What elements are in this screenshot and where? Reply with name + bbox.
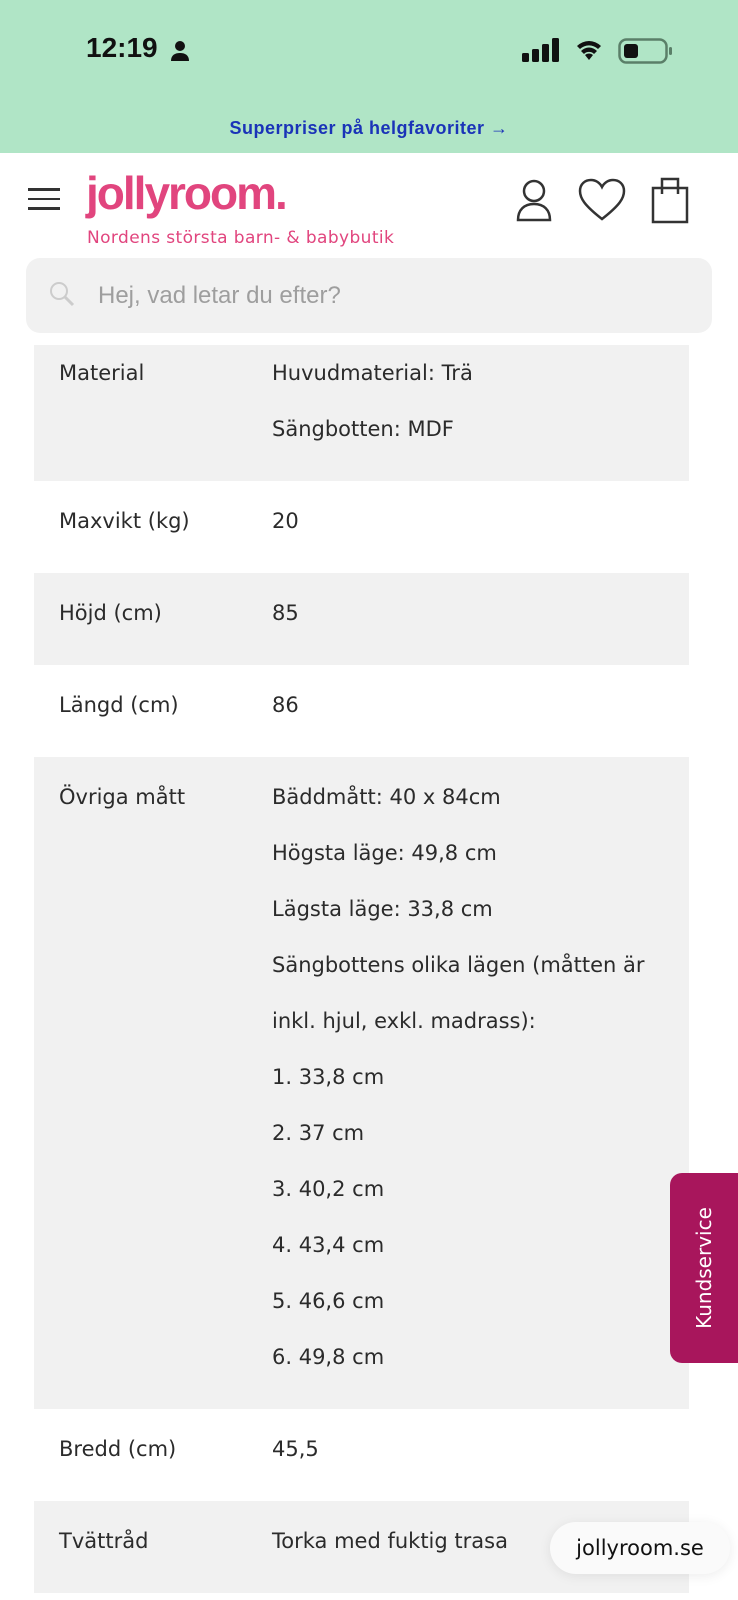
clock: 12:19 (86, 32, 158, 63)
search-bar[interactable] (26, 258, 712, 333)
spec-label: Bredd (cm) (59, 1437, 177, 1461)
spec-value-line: 85 (272, 601, 299, 625)
spec-value-line: 2. 37 cm (272, 1121, 365, 1145)
spec-label: Höjd (cm) (59, 601, 162, 625)
person-icon (171, 41, 189, 61)
spec-value-line: 20 (272, 509, 299, 533)
spec-label: Maxvikt (kg) (59, 509, 190, 533)
logo[interactable]: jollyroom. (86, 167, 288, 219)
customer-service-label: Kundservice (692, 1207, 716, 1329)
spec-value: Huvudmaterial: Trä Sängbotten: MDF (272, 345, 689, 457)
spec-value-line: Torka med fuktig trasa (272, 1529, 508, 1553)
spec-value: Torka med fuktig trasa (272, 1513, 689, 1569)
spec-label: Övriga mått (59, 785, 186, 809)
search-input[interactable] (98, 276, 678, 316)
spec-value-line: 45,5 (272, 1437, 319, 1461)
spec-value: 85 (272, 585, 689, 641)
spec-row: Övriga mått Bäddmått: 40 x 84cm Högsta läg… (34, 757, 689, 1409)
battery-icon (618, 38, 672, 64)
spec-label: Material (59, 361, 145, 385)
spec-value: 20 (272, 493, 689, 549)
promo-banner-link[interactable]: Superpriser på helgfavoriter → (229, 118, 509, 138)
spec-value: Bäddmått: 40 x 84cm Högsta läge: 49,8 cm L… (272, 769, 689, 1385)
spec-value-line: 3. 40,2 cm (272, 1177, 385, 1201)
browser-url-bar[interactable]: jollyroom.se (550, 1522, 730, 1574)
search-icon (50, 282, 75, 307)
account-icon[interactable] (515, 178, 553, 222)
spec-value-line: Sängbotten: MDF (272, 417, 454, 441)
spec-row: Maxvikt (kg) 20 (34, 481, 689, 573)
spec-row: Material Huvudmaterial: Trä Sängbotten: MD… (34, 345, 689, 481)
spec-value-line: Huvudmaterial: Trä (272, 361, 473, 385)
status-bar: 12:19 Superpriser på helgfavoriter → (0, 0, 738, 153)
spec-value-line: Bäddmått: 40 x 84cm (272, 785, 501, 809)
menu-icon[interactable] (28, 188, 60, 210)
tagline: Nordens största barn- & babybutik (87, 228, 395, 248)
spec-value-line: Lägsta läge: 33,8 cm (272, 897, 493, 921)
signal-icon (522, 38, 559, 62)
spec-table: Material Huvudmaterial: Trä Sängbotten: MD… (34, 345, 689, 1593)
spec-value-line: 5. 46,6 cm (272, 1289, 385, 1313)
spec-value: 45,5 (272, 1421, 689, 1477)
spec-value-line: Högsta läge: 49,8 cm (272, 841, 497, 865)
spec-value-line: Sängbottens olika lägen (måtten är inkl.… (272, 953, 645, 1033)
heart-icon[interactable] (578, 178, 626, 222)
spec-row: Längd (cm) 86 (34, 665, 689, 757)
spec-value: 86 (272, 677, 689, 733)
customer-service-button[interactable]: Kundservice (670, 1173, 738, 1363)
spec-value-line: 86 (272, 693, 299, 717)
shopping-bag-icon[interactable] (650, 176, 690, 224)
spec-value-line: 6. 49,8 cm (272, 1345, 385, 1369)
spec-row: Tvättråd Torka med fuktig trasa (34, 1501, 689, 1593)
spec-row: Höjd (cm) 85 (34, 573, 689, 665)
spec-value-line: 1. 33,8 cm (272, 1065, 385, 1089)
wifi-icon (577, 41, 601, 60)
spec-label: Längd (cm) (59, 693, 179, 717)
spec-label: Tvättråd (59, 1529, 149, 1553)
spec-row: Bredd (cm) 45,5 (34, 1409, 689, 1501)
spec-value-line: 4. 43,4 cm (272, 1233, 385, 1257)
